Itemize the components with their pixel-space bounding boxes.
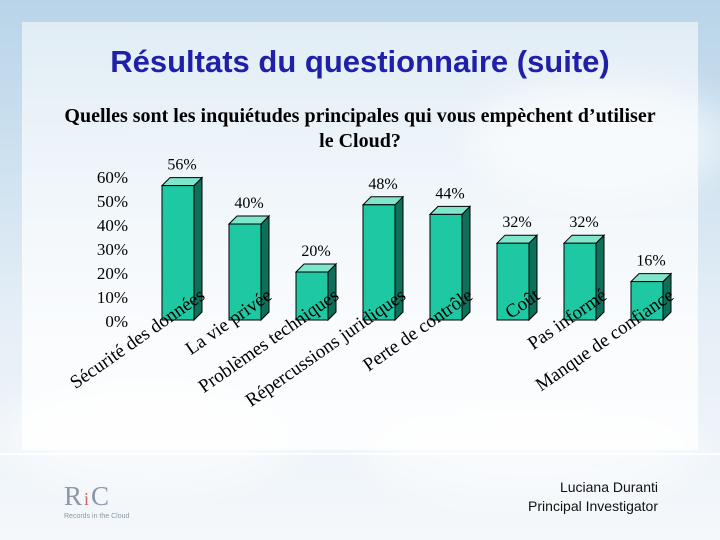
bar: [630, 281, 664, 321]
data-label: 44%: [435, 185, 464, 202]
y-tick-label: 30%: [97, 240, 128, 259]
slide-title: Résultats du questionnaire (suite): [110, 44, 610, 79]
data-label: 48%: [368, 176, 397, 193]
y-tick-label: 0%: [105, 312, 128, 331]
data-label: 56%: [167, 157, 196, 174]
bar: [228, 223, 262, 321]
bar-chart: 0%10%20%30%40%50%60%56%Sécurité des donn…: [66, 157, 678, 412]
cloud-decoration: [0, 380, 300, 490]
chart-subtitle: Quelles sont les inquiétudes principales…: [64, 105, 656, 152]
bar: [496, 242, 530, 321]
cloud-decoration: [360, 400, 700, 500]
data-label: 40%: [234, 195, 263, 212]
y-tick-label: 20%: [97, 264, 128, 283]
y-tick-label: 40%: [97, 216, 128, 235]
data-label: 16%: [636, 253, 665, 270]
bar: [429, 213, 463, 321]
data-label: 32%: [569, 214, 598, 231]
y-tick-label: 60%: [97, 168, 128, 187]
footer-divider: [0, 453, 720, 455]
y-tick-label: 10%: [97, 288, 128, 307]
y-tick-label: 50%: [97, 192, 128, 211]
bar: [295, 271, 329, 321]
cloud-decoration: [470, 80, 720, 200]
bar: [563, 242, 597, 321]
author-name: Luciana Duranti: [559, 479, 658, 495]
data-label: 20%: [301, 243, 330, 260]
bar: [362, 204, 396, 321]
bar: [161, 185, 195, 321]
author-role: Principal Investigator: [528, 498, 658, 514]
data-label: 32%: [502, 214, 531, 231]
author-credits: Luciana Duranti Principal Investigator: [528, 478, 658, 516]
ric-logo: RiC Records in the Cloud: [64, 481, 130, 520]
